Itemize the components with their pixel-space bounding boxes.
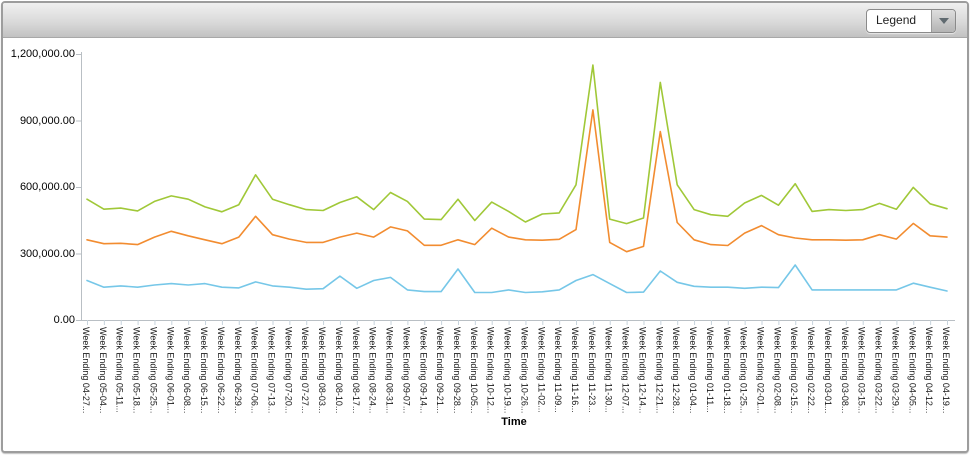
x-axis-label: Week Ending 11-23... xyxy=(586,327,597,413)
x-axis-label: Week Ending 04-27... xyxy=(81,327,91,414)
series-blue-line xyxy=(86,264,948,294)
series-green-line xyxy=(86,64,948,225)
x-axis-label: Week Ending 08-10... xyxy=(333,327,344,414)
x-axis-label: Week Ending 03-15... xyxy=(856,327,867,414)
x-axis-label: Week Ending 11-30... xyxy=(603,327,614,413)
x-axis-label: Week Ending 02-22... xyxy=(806,327,817,414)
x-axis-label: Week Ending 07-20... xyxy=(283,327,294,414)
x-axis-label: Week Ending 01-25... xyxy=(738,327,749,414)
x-axis-label: Week Ending 09-28... xyxy=(451,327,462,414)
x-axis-label: Week Ending 07-06... xyxy=(249,327,260,414)
x-axis-label: Week Ending 12-21... xyxy=(654,327,665,414)
x-axis-label: Week Ending 05-04... xyxy=(97,327,108,414)
toolbar: Legend xyxy=(3,3,967,38)
legend-dropdown-arrow-button[interactable] xyxy=(931,10,955,32)
x-axis-label: Week Ending 07-27... xyxy=(300,327,311,414)
x-axis-label: Week Ending 06-01... xyxy=(165,327,176,414)
x-axis-label: Week Ending 02-01... xyxy=(755,327,766,414)
x-axis-label: Week Ending 02-15... xyxy=(789,327,800,414)
y-axis-label: 600,000.00 xyxy=(19,181,75,193)
x-axis-label: Week Ending 07-13... xyxy=(266,327,277,414)
plot-area xyxy=(76,52,955,325)
x-axis-label: Week Ending 05-18... xyxy=(131,327,142,414)
x-axis-label: Week Ending 02-08... xyxy=(772,327,783,414)
x-axis-label: Week Ending 10-12... xyxy=(485,327,496,414)
x-axis-label: Week Ending 03-08... xyxy=(839,327,850,414)
y-axis-label: 1,200,000.00 xyxy=(10,48,75,60)
x-axis-label: Week Ending 10-05... xyxy=(468,327,479,414)
x-axis-label: Week Ending 01-11... xyxy=(704,327,715,413)
x-axis-label: Week Ending 05-11... xyxy=(114,327,125,413)
x-axis-label: Week Ending 12-07... xyxy=(620,327,631,414)
x-axis-label: Week Ending 05-25... xyxy=(148,327,159,414)
x-axis-label: Week Ending 10-26... xyxy=(519,327,530,414)
x-axis-label: Week Ending 08-24... xyxy=(367,327,378,414)
x-axis-label: Week Ending 12-14... xyxy=(637,327,648,414)
x-axis-label: Week Ending 12-28... xyxy=(671,327,682,414)
x-axis-label: Week Ending 06-29... xyxy=(232,327,243,414)
x-axis-label: Week Ending 03-01... xyxy=(822,327,833,414)
x-axis-label: Week Ending 06-22... xyxy=(215,327,226,414)
x-axis-label: Week Ending 09-07... xyxy=(401,327,412,414)
x-axis-label: Week Ending 09-14... xyxy=(418,327,429,414)
y-axis-label: 900,000.00 xyxy=(19,114,75,127)
x-axis-label: Week Ending 06-08... xyxy=(182,327,193,414)
line-chart: 0.00 300,000.00 600,000.00 900,000.00 1,200,… xyxy=(3,38,967,451)
x-axis-label: Week Ending 08-17... xyxy=(350,327,361,414)
x-axis-label: Week Ending 04-05... xyxy=(907,327,918,414)
y-axis-label: 0.00 xyxy=(53,314,75,326)
x-axis-label: Week Ending 01-04... xyxy=(688,327,699,414)
x-axis-label: Week Ending 01-18... xyxy=(721,327,732,414)
legend-dropdown[interactable]: Legend xyxy=(866,9,956,33)
x-axis-title: Time xyxy=(501,416,527,428)
series-orange-line xyxy=(86,109,948,253)
y-axis-label: 300,000.00 xyxy=(19,247,75,260)
x-axis-label: Week Ending 03-29... xyxy=(890,327,901,414)
x-axis-label: Week Ending 03-22... xyxy=(873,327,884,414)
x-axis-label: Week Ending 09-21... xyxy=(435,327,446,414)
x-axis-label: Week Ending 04-19... xyxy=(941,327,951,414)
x-axis-label: Week Ending 11-16... xyxy=(570,327,581,413)
x-axis-label: Week Ending 08-03... xyxy=(317,327,328,414)
legend-dropdown-label: Legend xyxy=(876,13,917,27)
x-axis-label: Week Ending 11-02... xyxy=(536,327,547,413)
x-axis-label: Week Ending 06-15... xyxy=(199,327,210,414)
x-axis-label: Week Ending 10-19... xyxy=(502,327,513,414)
chevron-down-icon xyxy=(938,18,949,24)
x-axis-label: Week Ending 04-12... xyxy=(924,327,935,414)
x-axis-label: Week Ending 08-31... xyxy=(384,327,395,414)
x-axis-label: Week Ending 11-09... xyxy=(553,327,564,413)
